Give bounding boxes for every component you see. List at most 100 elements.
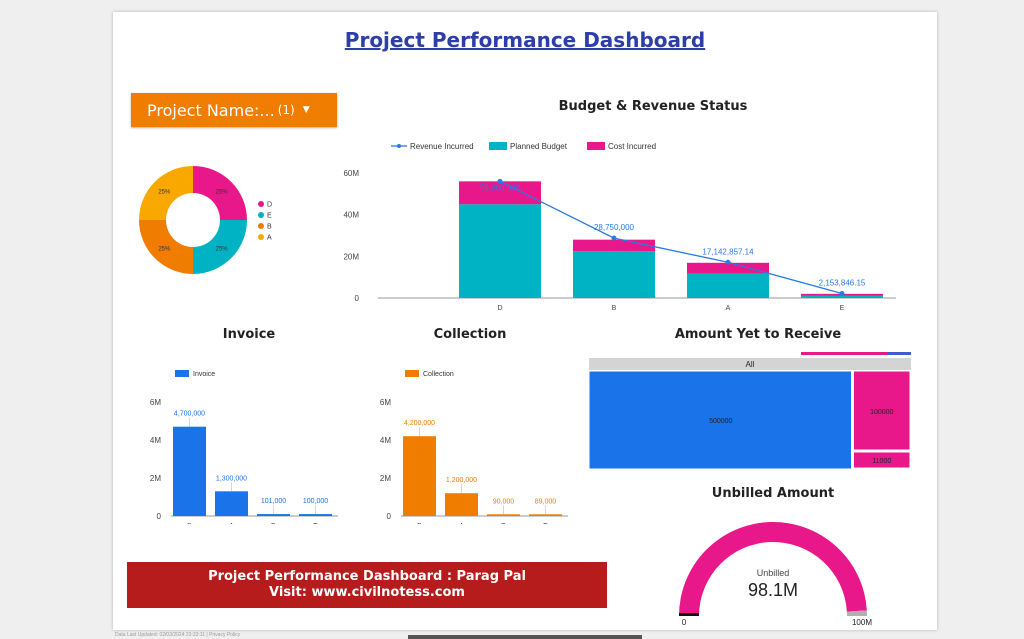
- x-tick-label: B: [612, 305, 617, 312]
- treemap-cell-B: [589, 370, 853, 470]
- revenue-point-A: [725, 259, 731, 265]
- donut-slice-D: [193, 166, 247, 220]
- gauge-chart-title: Unbilled Amount: [711, 486, 835, 501]
- legend-label-E: E: [267, 213, 272, 220]
- horizontal-scrollbar[interactable]: [408, 635, 642, 639]
- data-label: 90,000: [493, 498, 515, 505]
- x-tick-label: B: [417, 523, 422, 524]
- treemap-header-label: All: [746, 360, 755, 369]
- data-label: 4,700,000: [174, 411, 205, 418]
- legend-label-collection: Collection: [423, 371, 454, 378]
- bar-D: [257, 514, 290, 516]
- bar-cost-incurred-A: [687, 262, 769, 274]
- gauge-remaining-arc: [846, 610, 867, 616]
- gauge-value: 98.1M: [748, 580, 798, 600]
- y-tick-label: 6M: [150, 398, 161, 407]
- revenue-data-label: 28,750,000: [594, 223, 635, 232]
- bar-planned-budget-D: [459, 204, 541, 298]
- invoice-chart[interactable]: Invoice 0 2M 4M 6M 4,700,000 B 1,300,000 A 101,00…: [133, 364, 353, 524]
- donut-slice-A: [139, 166, 193, 220]
- treemap-cell-A: [853, 370, 911, 451]
- y-tick-label: 2M: [150, 474, 161, 483]
- bar-B: [403, 436, 436, 516]
- x-tick-label: A: [726, 305, 731, 312]
- legend-label-planned-budget: Planned Budget: [510, 142, 568, 151]
- legend-label-cost-incurred: Cost Incurred: [608, 142, 656, 151]
- legend-marker-cost-incurred: [587, 142, 605, 150]
- legend-marker-E: [258, 212, 264, 218]
- gauge-min-marker: [679, 613, 699, 616]
- bar-planned-budget-A: [687, 273, 769, 298]
- x-tick-label: E: [840, 305, 845, 312]
- data-label: 89,000: [535, 498, 557, 505]
- y-tick-label: 0: [355, 294, 360, 303]
- donut-slice-label: 25%: [216, 189, 229, 195]
- bar-B: [173, 426, 206, 516]
- amount-yet-to-receive-treemap[interactable]: All 500000 100000 11000: [589, 350, 913, 472]
- y-tick-label: 0: [387, 512, 392, 521]
- y-tick-label: 4M: [150, 436, 161, 445]
- unbilled-gauge[interactable]: Unbilled 98.1M 0 100M: [643, 502, 903, 626]
- gauge-min-label: 0: [682, 618, 687, 626]
- y-tick-label: 0: [157, 512, 162, 521]
- budget-chart-title: Budget & Revenue Status: [558, 99, 748, 114]
- legend-marker-B: [258, 223, 264, 229]
- legend-marker-invoice: [175, 370, 189, 377]
- filter-label: Project Name:...: [147, 100, 275, 120]
- donut-slice-E: [193, 220, 247, 274]
- chevron-down-icon: ▼: [302, 105, 310, 115]
- bar-planned-budget-E: [801, 295, 883, 298]
- x-tick-label: D: [271, 523, 276, 524]
- invoice-chart-title: Invoice: [222, 327, 276, 342]
- x-tick-label: B: [187, 523, 192, 524]
- bar-cost-incurred-D: [459, 181, 541, 205]
- legend-marker-planned-budget: [489, 142, 507, 150]
- legend-label-invoice: Invoice: [193, 371, 215, 378]
- donut-slice-label: 25%: [158, 189, 171, 195]
- data-label: 1,200,000: [446, 477, 477, 484]
- treemap-chart-title: Amount Yet to Receive: [674, 327, 842, 342]
- bar-D: [487, 514, 520, 516]
- collection-chart[interactable]: Collection 0 2M 4M 6M 4,200,000 B 1,200,000 A 90,…: [363, 364, 583, 524]
- bar-cost-incurred-B: [573, 239, 655, 252]
- donut-slice-B: [139, 220, 193, 274]
- data-label: 101,000: [261, 498, 286, 505]
- x-tick-label: D: [497, 305, 502, 312]
- project-name-filter[interactable]: Project Name:... (1) ▼: [131, 93, 337, 127]
- collection-chart-title: Collection: [433, 327, 507, 342]
- y-tick-label: 40M: [343, 211, 359, 220]
- x-tick-label: E: [543, 523, 548, 524]
- gauge-value-arc: [679, 522, 867, 616]
- gauge-max-label: 100M: [852, 618, 872, 626]
- y-tick-label: 4M: [380, 436, 391, 445]
- page-title: Project Performance Dashboard: [344, 28, 706, 52]
- banner-line-2: Visit: www.civilnotess.com: [269, 585, 465, 600]
- budget-revenue-chart[interactable]: 0 20M 40M 60M D B A E 56,000,000 28,750,000 17,142…: [343, 136, 903, 316]
- treemap-top-strip: [801, 352, 887, 355]
- treemap-cell-label: 500000: [709, 418, 732, 425]
- revenue-point-B: [611, 235, 617, 241]
- dashboard-page: Project Performance Dashboard Project Na…: [113, 12, 937, 638]
- footer-text: Data Last Updated: 02/03/2024 23:33:11 |…: [115, 632, 241, 638]
- bar-E: [299, 514, 332, 516]
- revenue-data-label: 2,153,846.15: [819, 279, 866, 288]
- revenue-data-label: 17,142,857.14: [702, 247, 754, 256]
- filter-count: (1): [277, 103, 295, 117]
- x-tick-label: A: [459, 523, 464, 524]
- donut-slice-label: 25%: [216, 247, 229, 253]
- legend-label-revenue: Revenue Incurred: [410, 142, 474, 151]
- legend-line-dot: [397, 144, 401, 148]
- donut-slice-label: 25%: [158, 247, 171, 253]
- revenue-line: [499, 180, 843, 295]
- revenue-data-label: 56,000,000: [480, 183, 521, 192]
- treemap-top-strip-end: [887, 352, 911, 355]
- bar-A: [445, 493, 478, 516]
- banner-line-1: Project Performance Dashboard : Parag Pa…: [208, 569, 526, 584]
- treemap-cell-label: 100000: [870, 409, 893, 416]
- legend-label-B: B: [267, 224, 272, 231]
- data-label: 100,000: [303, 498, 328, 505]
- legend-label-D: D: [267, 202, 272, 209]
- gauge-label: Unbilled: [757, 568, 790, 578]
- revenue-point-E: [839, 291, 845, 297]
